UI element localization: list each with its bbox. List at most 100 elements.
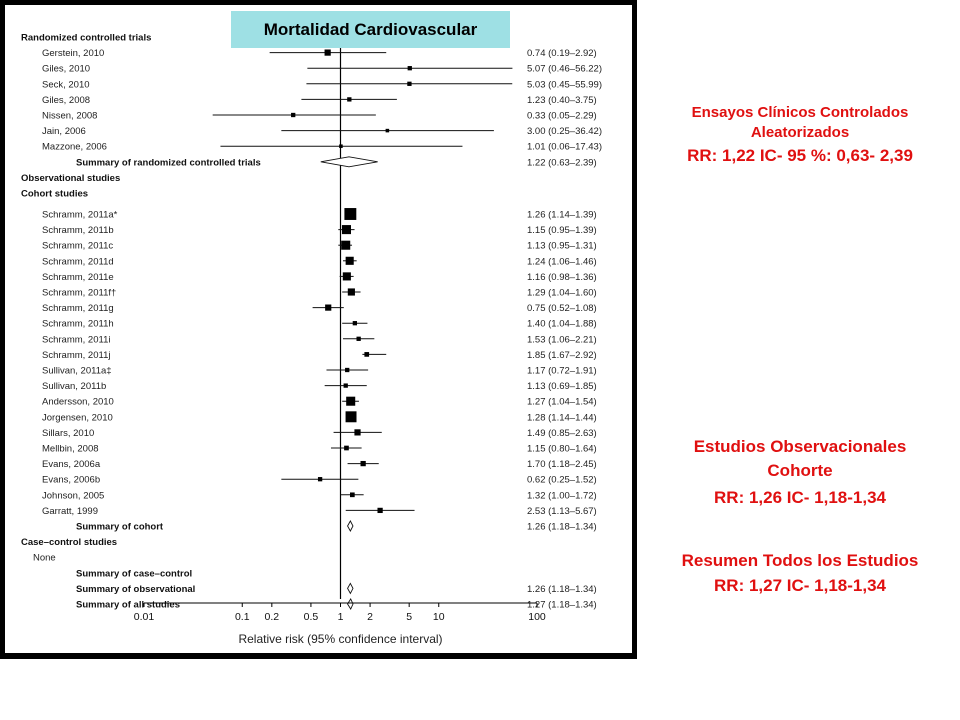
ci-value: 1.53 (1.06–2.21): [527, 334, 597, 345]
ci-value: 1.13 (0.95–1.31): [527, 241, 597, 252]
row-label: Mazzone, 2006: [42, 142, 107, 153]
row-label: Case–control studies: [21, 537, 117, 548]
annotation-obs-line1: Estudios Observacionales: [693, 437, 907, 456]
ci-value: 3.00 (0.25–36.42): [527, 126, 602, 137]
ci-value: 1.15 (0.95–1.39): [527, 225, 597, 236]
row-label: Nissen, 2008: [42, 111, 97, 122]
annotation-rct-line1: Ensayos Clínicos Controlados: [691, 104, 909, 121]
x-tick-label: 10: [433, 611, 445, 623]
point-estimate: [347, 288, 355, 296]
x-tick-label: 0.1: [235, 611, 250, 623]
row-label: Schramm, 2011a*: [42, 210, 118, 221]
point-estimate: [352, 321, 358, 326]
point-estimate: [341, 225, 351, 235]
point-estimate: [317, 477, 323, 482]
row-label: Seck, 2010: [42, 79, 90, 90]
x-tick-label: 0.01: [134, 611, 155, 623]
row-label: Andersson, 2010: [42, 397, 114, 408]
ci-value: 0.74 (0.19–2.92): [527, 48, 597, 59]
point-estimate: [345, 256, 354, 265]
ci-value: 1.85 (1.67–2.92): [527, 350, 597, 361]
point-estimate: [344, 445, 349, 451]
summary-diamond: [320, 156, 378, 168]
ci-value: 1.27 (1.18–1.34): [527, 600, 597, 611]
ci-value: 1.15 (0.80–1.64): [527, 444, 597, 455]
x-tick-label: 1: [338, 611, 344, 623]
ci-value: 1.16 (0.98–1.36): [527, 272, 597, 283]
point-estimate: [325, 304, 332, 311]
point-estimate: [360, 460, 366, 467]
ci-value: 2.53 (1.13–5.67): [527, 506, 597, 517]
point-estimate: [342, 272, 351, 281]
point-estimate: [407, 66, 412, 71]
ci-value: 1.49 (0.85–2.63): [527, 428, 597, 439]
point-estimate: [343, 383, 348, 388]
summary-diamond: [347, 598, 354, 610]
ci-value: 0.62 (0.25–1.52): [527, 475, 597, 486]
ci-value: 1.40 (1.04–1.88): [527, 319, 597, 330]
point-estimate: [324, 49, 331, 56]
row-label: None: [33, 553, 56, 564]
annotation-rct-rr: RR: 1,22 IC- 95 %: 0,63- 2,39: [687, 146, 913, 165]
row-label: Evans, 2006a: [42, 459, 101, 470]
point-estimate: [385, 128, 390, 133]
ci-value: 1.22 (0.63–2.39): [527, 157, 597, 168]
point-estimate: [291, 112, 296, 118]
point-estimate: [341, 240, 351, 250]
ci-value: 1.28 (1.14–1.44): [527, 412, 597, 423]
ci-value: 0.33 (0.05–2.29): [527, 111, 597, 122]
ci-value: 1.26 (1.18–1.34): [527, 522, 597, 533]
ci-value: 1.17 (0.72–1.91): [527, 366, 597, 377]
row-label: Sillars, 2010: [42, 428, 94, 439]
row-label: Sullivan, 2011a‡: [42, 366, 112, 377]
row-label: Schramm, 2011f†: [42, 288, 116, 299]
row-label: Cohort studies: [21, 189, 88, 200]
row-label: Schramm, 2011d: [42, 256, 114, 267]
point-estimate: [350, 492, 355, 498]
annotation-observational: Estudios Observacionales Cohorte RR: 1,2…: [640, 435, 960, 513]
row-label: Johnson, 2005: [42, 490, 104, 501]
row-label: Giles, 2008: [42, 95, 90, 106]
summary-diamond: [347, 582, 354, 595]
x-tick-label: 5: [406, 611, 412, 623]
row-label: Summary of case–control: [76, 568, 192, 579]
point-estimate: [345, 411, 357, 423]
row-label: Schramm, 2011b: [42, 225, 114, 236]
ci-value: 1.26 (1.18–1.34): [527, 584, 597, 595]
row-label: Observational studies: [21, 173, 120, 184]
annotation-all-studies: Resumen Todos los Estudios RR: 1,27 IC- …: [640, 548, 960, 598]
point-estimate: [407, 81, 412, 86]
row-label: Summary of observational: [76, 584, 195, 595]
point-estimate: [344, 208, 357, 220]
chart-title-banner: Mortalidad Cardiovascular: [231, 11, 510, 48]
ci-value: 5.07 (0.46–56.22): [527, 64, 602, 75]
row-label: Summary of randomized controlled trials: [76, 157, 261, 168]
row-label: Schramm, 2011g: [42, 303, 114, 314]
ci-value: 1.13 (0.69–1.85): [527, 381, 597, 392]
forest-plot-area: Randomized controlled trials Gerstein, 20…: [5, 5, 632, 653]
annotation-obs-rr: RR: 1,26 IC- 1,18-1,34: [714, 488, 886, 507]
row-label: Giles, 2010: [42, 64, 90, 75]
ci-value: 1.26 (1.14–1.39): [527, 210, 597, 221]
ci-value: 1.70 (1.18–2.45): [527, 459, 597, 470]
row-label: Sullivan, 2011b: [42, 381, 106, 392]
annotation-all-rr: RR: 1,27 IC- 1,18-1,34: [714, 576, 886, 595]
forest-plot: Randomized controlled trials Gerstein, 20…: [21, 23, 602, 646]
row-label: Jain, 2006: [42, 126, 86, 137]
row-label: Schramm, 2011c: [42, 241, 113, 252]
point-estimate: [339, 144, 343, 148]
row-label: Garratt, 1999: [42, 506, 98, 517]
row-label: Schramm, 2011j: [42, 350, 110, 361]
ci-value: 1.24 (1.06–1.46): [527, 256, 597, 267]
row-label: Jorgensen, 2010: [42, 412, 113, 423]
summary-diamond: [347, 520, 354, 532]
row-label: Gerstein, 2010: [42, 48, 104, 59]
point-estimate: [377, 507, 383, 514]
x-tick-label: 100: [528, 611, 546, 623]
row-label: Mellbin, 2008: [42, 444, 99, 455]
row-label: Evans, 2006b: [42, 475, 100, 486]
ci-value: 1.32 (1.00–1.72): [527, 490, 597, 501]
forest-plot-frame: Randomized controlled trials Gerstein, 20…: [0, 0, 637, 659]
annotation-obs-line2: Cohorte: [767, 461, 833, 480]
row-label: Summary of cohort: [76, 522, 164, 533]
